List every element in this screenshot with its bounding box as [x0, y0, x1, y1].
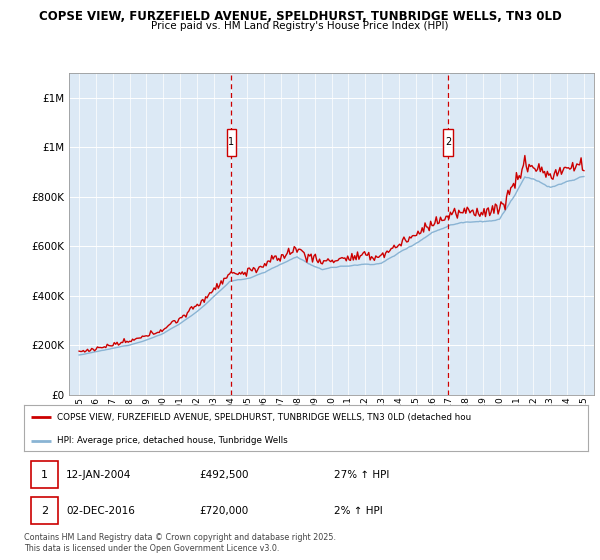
Text: 1: 1 — [228, 137, 234, 147]
Text: HPI: Average price, detached house, Tunbridge Wells: HPI: Average price, detached house, Tunb… — [57, 436, 287, 445]
FancyBboxPatch shape — [227, 129, 236, 156]
FancyBboxPatch shape — [443, 129, 452, 156]
Text: 2: 2 — [445, 137, 451, 147]
Text: £492,500: £492,500 — [199, 470, 248, 480]
FancyBboxPatch shape — [31, 497, 58, 524]
FancyBboxPatch shape — [31, 461, 58, 488]
Text: COPSE VIEW, FURZEFIELD AVENUE, SPELDHURST, TUNBRIDGE WELLS, TN3 0LD: COPSE VIEW, FURZEFIELD AVENUE, SPELDHURS… — [38, 10, 562, 22]
Text: 02-DEC-2016: 02-DEC-2016 — [66, 506, 135, 516]
Text: 12-JAN-2004: 12-JAN-2004 — [66, 470, 131, 480]
Text: £720,000: £720,000 — [199, 506, 248, 516]
Text: Contains HM Land Registry data © Crown copyright and database right 2025.
This d: Contains HM Land Registry data © Crown c… — [24, 533, 336, 553]
Text: 1: 1 — [41, 470, 48, 480]
Text: 2% ↑ HPI: 2% ↑ HPI — [334, 506, 383, 516]
Text: 27% ↑ HPI: 27% ↑ HPI — [334, 470, 389, 480]
Text: COPSE VIEW, FURZEFIELD AVENUE, SPELDHURST, TUNBRIDGE WELLS, TN3 0LD (detached ho: COPSE VIEW, FURZEFIELD AVENUE, SPELDHURS… — [57, 413, 471, 422]
Text: 2: 2 — [41, 506, 48, 516]
Text: Price paid vs. HM Land Registry's House Price Index (HPI): Price paid vs. HM Land Registry's House … — [151, 21, 449, 31]
